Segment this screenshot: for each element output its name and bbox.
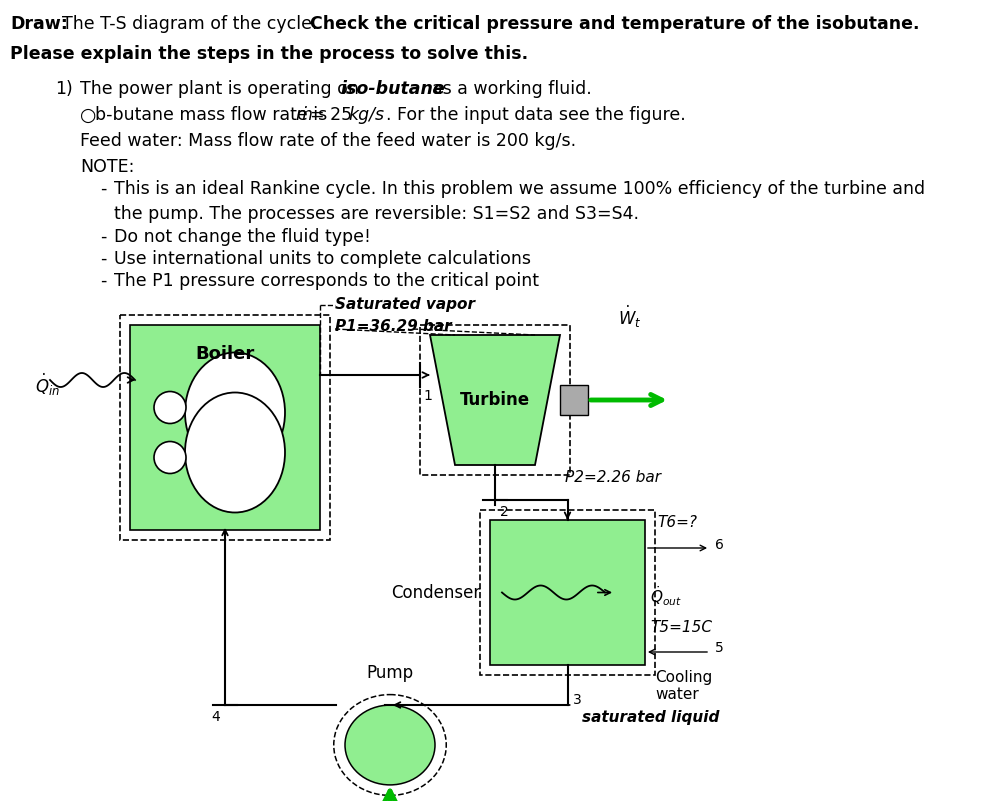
- Text: saturated liquid: saturated liquid: [582, 710, 720, 725]
- Text: Do not change the fluid type!: Do not change the fluid type!: [114, 228, 371, 246]
- Text: ṁ: ṁ: [295, 106, 312, 124]
- Bar: [490, 520, 645, 665]
- Text: P1=36.29 bar: P1=36.29 bar: [335, 319, 451, 334]
- Text: The T-S diagram of the cycle.: The T-S diagram of the cycle.: [62, 15, 317, 33]
- Text: Boiler: Boiler: [195, 345, 255, 363]
- Text: $\dot{Q}_{in}$: $\dot{Q}_{in}$: [35, 372, 60, 398]
- Text: 4: 4: [211, 710, 220, 724]
- Text: $\dot{Q}_{out}$: $\dot{Q}_{out}$: [650, 585, 682, 608]
- Text: Use international units to complete calculations: Use international units to complete calc…: [114, 250, 531, 268]
- Ellipse shape: [185, 392, 285, 513]
- Text: T6=?: T6=?: [657, 515, 697, 530]
- Text: Check the critical pressure and temperature of the isobutane.: Check the critical pressure and temperat…: [310, 15, 919, 33]
- Text: b-butane mass flow rate is: b-butane mass flow rate is: [95, 106, 327, 124]
- Text: -: -: [100, 228, 107, 246]
- Text: 1: 1: [423, 389, 432, 403]
- Text: Saturated vapor: Saturated vapor: [335, 297, 475, 312]
- Text: -: -: [100, 180, 107, 198]
- Text: 5: 5: [715, 641, 724, 655]
- Text: 2: 2: [500, 505, 509, 519]
- Text: the pump. The processes are reversible: S1=S2 and S3=S4.: the pump. The processes are reversible: …: [114, 205, 639, 223]
- Polygon shape: [430, 335, 560, 465]
- Ellipse shape: [345, 705, 435, 785]
- Circle shape: [154, 441, 186, 473]
- Text: . For the input data see the figure.: . For the input data see the figure.: [386, 106, 686, 124]
- Text: NOTE:: NOTE:: [80, 158, 134, 176]
- Text: P2=2.26 bar: P2=2.26 bar: [565, 470, 661, 485]
- Text: 3: 3: [573, 693, 581, 707]
- Text: $\dot{W}_t$: $\dot{W}_t$: [618, 304, 641, 330]
- Text: = 25: = 25: [310, 106, 352, 124]
- Bar: [130, 325, 320, 530]
- Text: 6: 6: [715, 538, 724, 552]
- Text: This is an ideal Rankine cycle. In this problem we assume 100% efficiency of the: This is an ideal Rankine cycle. In this …: [114, 180, 925, 198]
- Text: T5=15C: T5=15C: [650, 620, 712, 635]
- Ellipse shape: [185, 352, 285, 473]
- Circle shape: [154, 392, 186, 424]
- Text: kg/s: kg/s: [348, 106, 384, 124]
- Text: The P1 pressure corresponds to the critical point: The P1 pressure corresponds to the criti…: [114, 272, 539, 290]
- Text: 1): 1): [55, 80, 73, 98]
- Text: Draw:: Draw:: [10, 15, 67, 33]
- Text: Condenser: Condenser: [391, 583, 480, 602]
- Text: -: -: [100, 272, 107, 290]
- Text: Pump: Pump: [367, 664, 414, 682]
- Bar: [480, 510, 655, 675]
- Bar: [560, 385, 588, 415]
- Text: The power plant is operating on: The power plant is operating on: [80, 80, 358, 98]
- Text: Turbine: Turbine: [460, 391, 530, 409]
- Bar: [120, 315, 330, 540]
- Text: Cooling
water: Cooling water: [655, 670, 712, 702]
- Bar: [420, 325, 570, 475]
- Text: -: -: [100, 250, 107, 268]
- Text: as a working fluid.: as a working fluid.: [432, 80, 592, 98]
- Text: ○: ○: [80, 106, 97, 125]
- Text: iso-butane: iso-butane: [340, 80, 445, 98]
- Text: Feed water: Mass flow rate of the feed water is 200 kg/s.: Feed water: Mass flow rate of the feed w…: [80, 132, 576, 150]
- Text: Please explain the steps in the process to solve this.: Please explain the steps in the process …: [10, 45, 528, 63]
